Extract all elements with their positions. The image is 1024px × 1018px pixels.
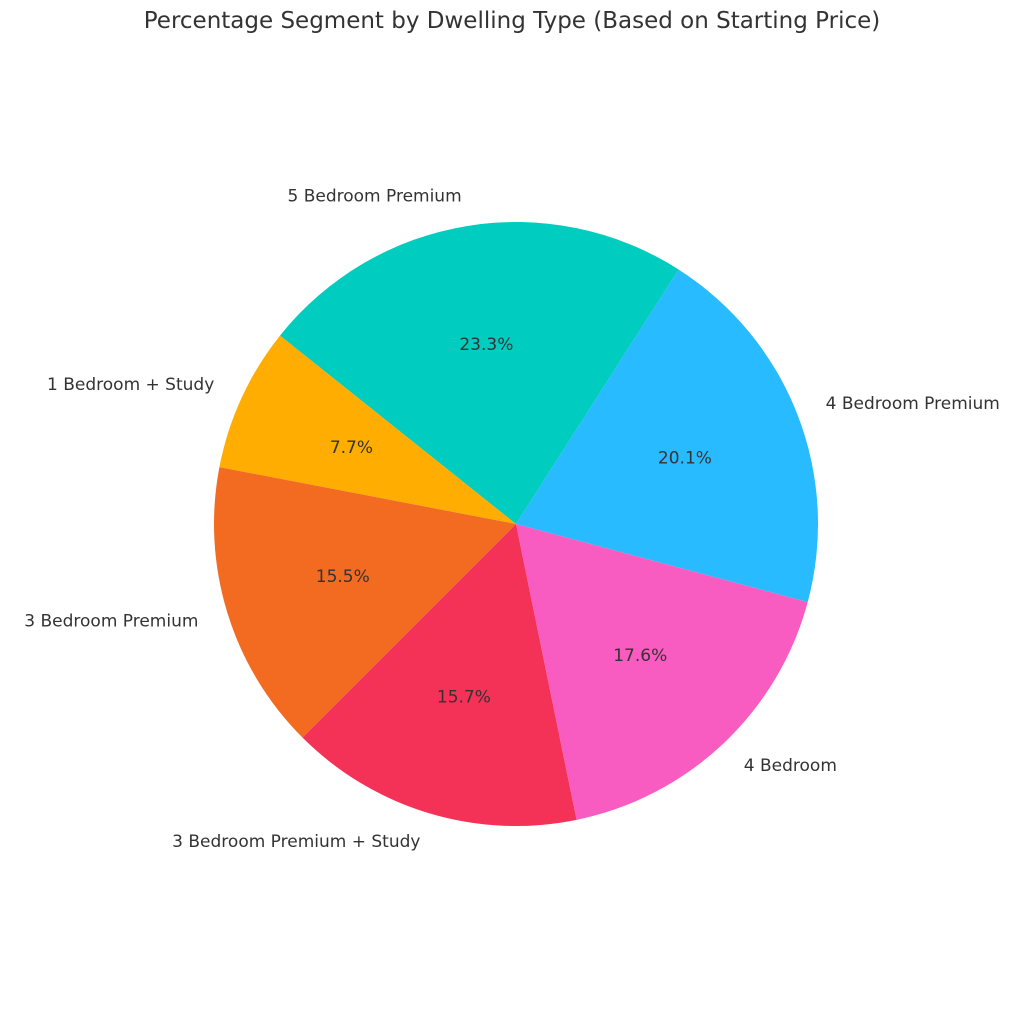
pie-labels: 4 Bedroom Premium 20.1% 5 Bedroom Premium 2… — [24, 186, 1000, 852]
slice-label-3-bedroom-premium: 3 Bedroom Premium — [24, 612, 198, 632]
slice-percent-5-bedroom-premium: 23.3% — [459, 335, 513, 355]
pie-slice-5-bedroom-premium — [279, 222, 679, 524]
pie-slice-1-bedroom-study — [219, 335, 517, 524]
chart-title: Percentage Segment by Dwelling Type (Bas… — [143, 8, 881, 34]
pie-slices — [214, 222, 818, 826]
slice-label-5-bedroom-premium: 5 Bedroom Premium — [287, 186, 461, 206]
slice-label-1-bedroom-study: 1 Bedroom + Study — [47, 375, 214, 395]
slice-percent-4-bedroom-premium: 20.1% — [658, 448, 712, 468]
slice-percent-4-bedroom: 17.6% — [613, 646, 667, 666]
slice-label-3-bedroom-premium-study: 3 Bedroom Premium + Study — [172, 832, 420, 852]
slice-percent-3-bedroom-premium: 15.5% — [316, 567, 370, 587]
slice-percent-3-bedroom-premium-study: 15.7% — [437, 688, 491, 708]
slice-label-4-bedroom-premium: 4 Bedroom Premium — [826, 394, 1000, 414]
pie-slice-4-bedroom-premium — [516, 269, 818, 603]
pie-slice-3-bedroom-premium-study — [302, 524, 577, 826]
slice-percent-1-bedroom-study: 7.7% — [330, 438, 373, 458]
slice-label-4-bedroom: 4 Bedroom — [744, 756, 837, 776]
pie-slice-3-bedroom-premium — [214, 467, 517, 738]
pie-slice-4-bedroom — [516, 524, 808, 820]
